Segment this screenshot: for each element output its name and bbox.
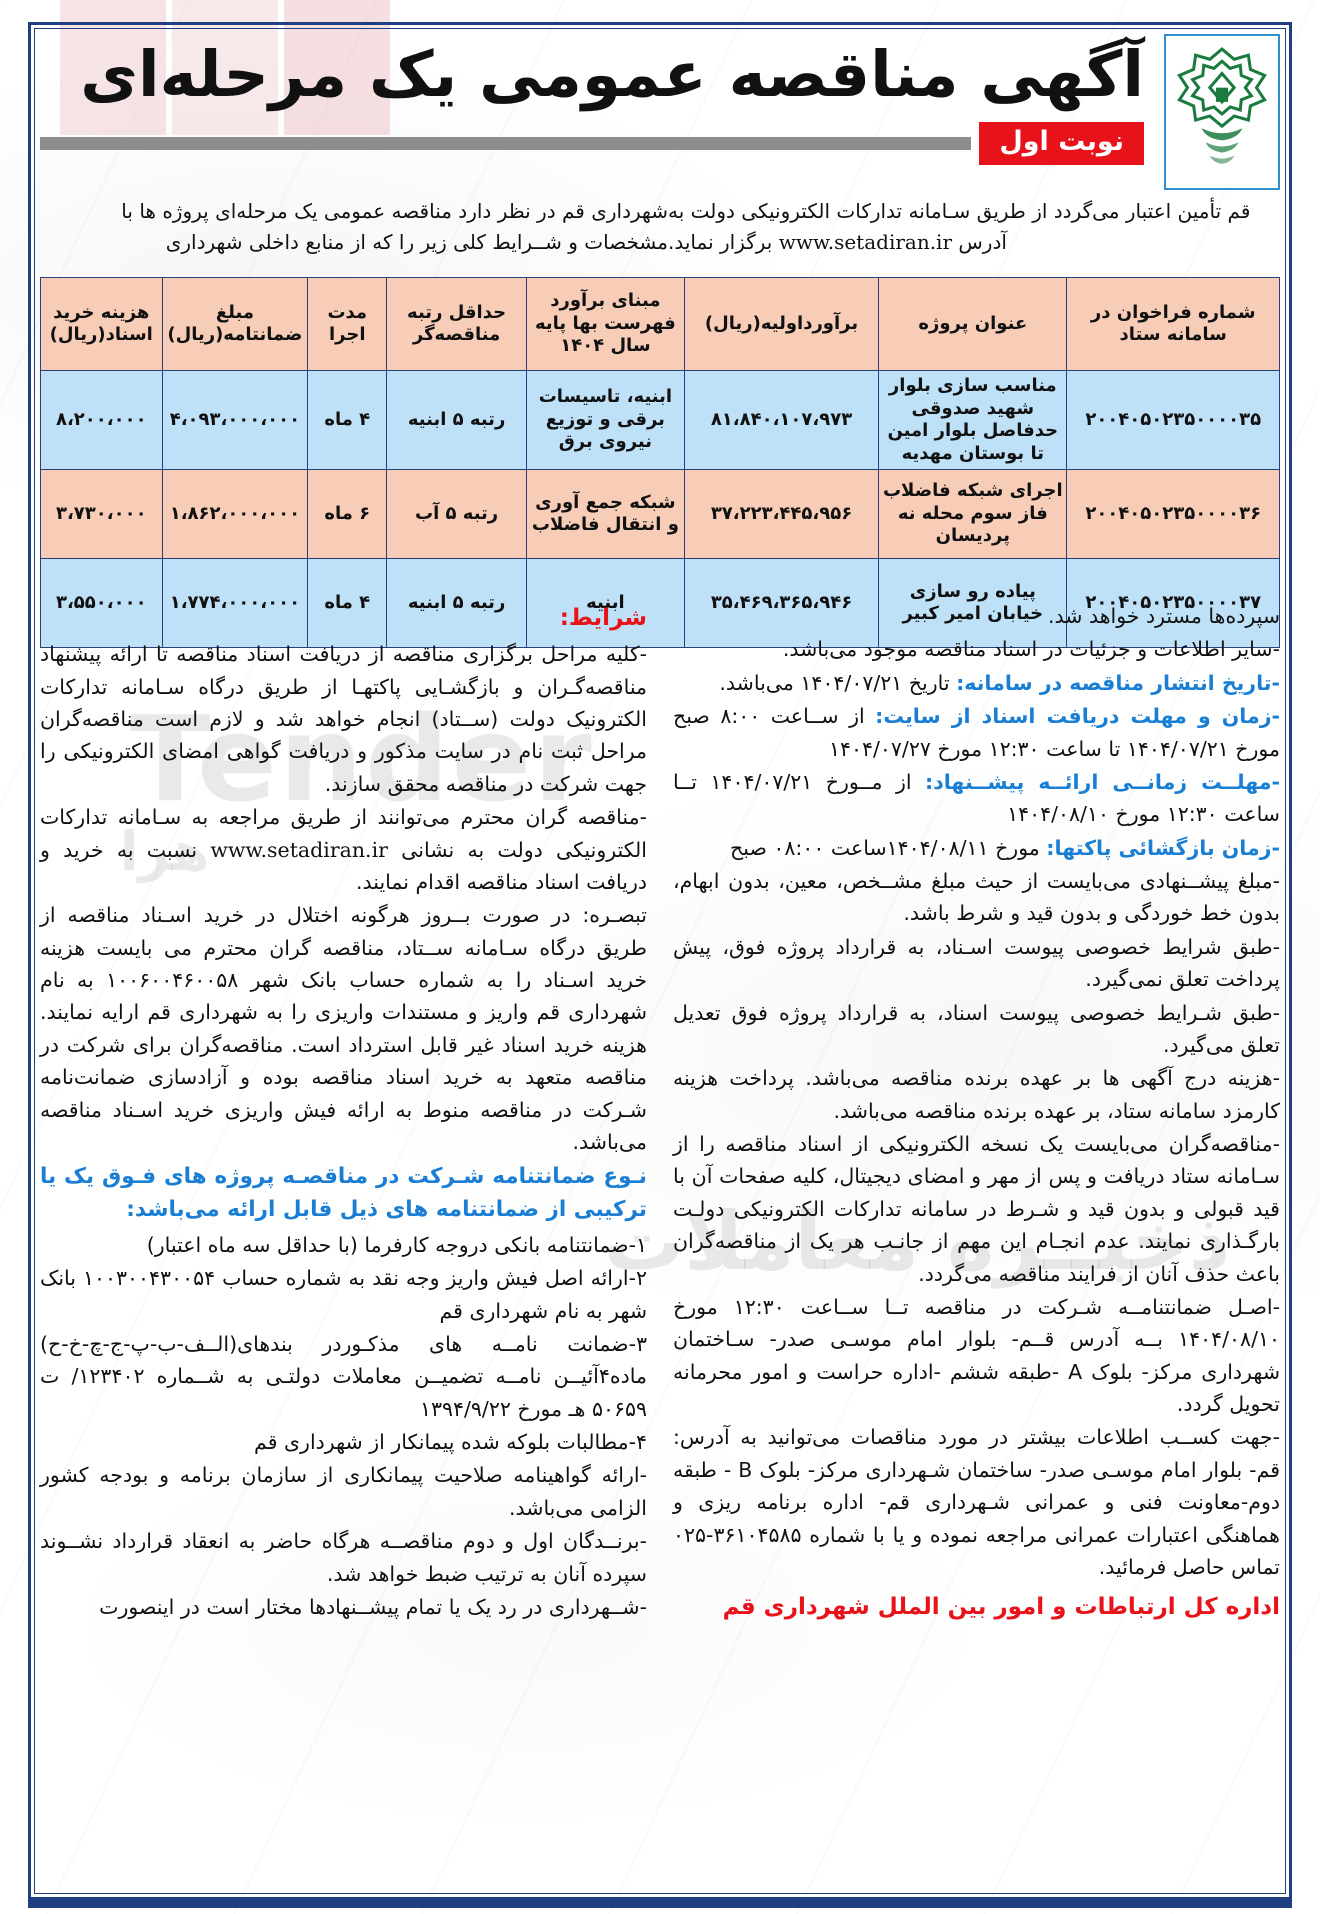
cell-guarantee: ۱،۷۷۴،۰۰۰،۰۰۰ bbox=[161, 558, 309, 648]
intro-paragraph: قم تأمین اعتبار می‌گردد از طریق سـامانه … bbox=[40, 196, 1280, 258]
left-text-column: سپرده‌ها مسترد خواهد شد. -سایر اطلاعات و… bbox=[673, 600, 1280, 1890]
signature-line: اداره کل ارتباطات و امور بین الملل شهردا… bbox=[722, 1594, 1280, 1621]
header-divider-bar bbox=[40, 136, 972, 150]
table-row: ۲۰۰۴۰۵۰۲۳۵۰۰۰۰۳۷ پیاده رو سازی خیابان ام… bbox=[40, 558, 1280, 648]
round-badge: نوبت اول bbox=[979, 122, 1144, 165]
page-title: آگهی مناقصه عمومی یک مرحله‌ای bbox=[80, 38, 1146, 111]
left-paragraph-1: -مبلغ پیشــنهادی می‌بایست از حیث مبلغ مش… bbox=[673, 869, 1280, 926]
cell-estimate: ۸۱،۸۴۰،۱۰۷،۹۷۳ bbox=[683, 370, 880, 470]
th-doc-cost: هزینه خرید اسناد(ریال) bbox=[40, 277, 163, 371]
cell-duration: ۶ ماه bbox=[307, 469, 388, 559]
guarantee-item-6: -برنــدگان اول و دوم مناقصــه هرگاه حاضر… bbox=[40, 1529, 647, 1586]
setad-url-conditions: www.setadiran.ir bbox=[210, 837, 388, 862]
body-columns: سپرده‌ها مسترد خواهد شد. -سایر اطلاعات و… bbox=[40, 600, 1280, 1890]
left-continuation-2: -سایر اطلاعات و جزئیات در اسناد مناقصه م… bbox=[782, 637, 1280, 662]
intro-left-part1: قم تأمین اعتبار می‌گردد از طریق سـامانه … bbox=[668, 199, 1251, 254]
table-header-row: شماره فراخوان در سامانه ستاد عنوان پروژه… bbox=[40, 277, 1280, 371]
cell-duration: ۴ ماه bbox=[307, 370, 388, 470]
guarantee-item-5: -ارائه گواهینامه صلاحیت پیمانکاری از ساز… bbox=[40, 1463, 647, 1520]
document-header: آگهی مناقصه عمومی یک مرحله‌ای نوبت اول bbox=[40, 34, 1280, 194]
conditions-paragraph-1: -کلیه مراحل برگزاری مناقصه از دریافت اسن… bbox=[40, 642, 647, 796]
offer-window-line: -مهلــت زمانــی ارائــه پیشــنهاد: از مـ… bbox=[673, 766, 1280, 831]
th-call-number: شماره فراخوان در سامانه ستاد bbox=[1066, 277, 1280, 371]
left-paragraph-3: -طبق شـرایط خصوصی پیوست اسناد، به قراردا… bbox=[673, 1000, 1280, 1057]
download-window-label: -زمان و مهلت دریافت اسناد از سایت: bbox=[875, 704, 1281, 729]
cell-min-rank: رتبه ۵ ابنیه bbox=[386, 558, 527, 648]
guarantee-item-4: ۴-مطالبات بلوکه شده پیمانکار از شهرداری … bbox=[254, 1430, 647, 1455]
cell-basis: شبکه جمع آوری و انتقال فاضلاب bbox=[525, 469, 685, 559]
conditions-heading: شرایط: bbox=[559, 605, 647, 631]
cell-basis: ابنیه bbox=[525, 558, 685, 648]
offer-window-label: -مهلــت زمانــی ارائــه پیشــنهاد: bbox=[925, 769, 1280, 794]
conditions-p2-part1: -مناقصه گران محترم می‌توانند از طریق مرا… bbox=[40, 805, 647, 862]
cell-min-rank: رتبه ۵ آب bbox=[386, 469, 527, 559]
cell-call-number: ۲۰۰۴۰۵۰۲۳۵۰۰۰۰۳۵ bbox=[1066, 370, 1280, 470]
opening-time-line: -زمان بازگشائی پاکتها: مورخ ۱۴۰۴/۰۸/۱۱سا… bbox=[673, 832, 1280, 864]
offer-window-value: از مــورخ ۱۴۰۴/۰۷/۲۱ تــا ساعت ۱۲:۳۰ مور… bbox=[673, 769, 1280, 827]
cell-estimate: ۳۷،۲۲۳،۴۴۵،۹۵۶ bbox=[683, 469, 880, 559]
cell-call-number: ۲۰۰۴۰۵۰۲۳۵۰۰۰۰۳۷ bbox=[1066, 558, 1280, 648]
table-row: ۲۰۰۴۰۵۰۲۳۵۰۰۰۰۳۶ اجرای شبکه فاضلاب فاز س… bbox=[40, 469, 1280, 559]
qom-municipality-logo bbox=[1164, 34, 1280, 190]
cell-estimate: ۳۵،۴۶۹،۳۶۵،۹۴۶ bbox=[683, 558, 880, 648]
intro-left-part2: برگزار نماید. bbox=[668, 230, 779, 254]
guarantee-item-1: ۱-ضمانتنامه بانکی دروجه کارفرما (با حداق… bbox=[146, 1232, 647, 1257]
left-paragraph-4: -هزینه درج آگهی ها بر عهده برنده مناقصه … bbox=[673, 1066, 1280, 1123]
th-basis: مبنای برآورد فهرست بها پایه سال ۱۴۰۴ bbox=[525, 277, 685, 371]
page-inner-border bbox=[34, 28, 1286, 1894]
download-window-line: -زمان و مهلت دریافت اسناد از سایت: از سـ… bbox=[673, 700, 1280, 765]
opening-time-value: مورخ ۱۴۰۴/۰۸/۱۱ساعت ۰۸:۰۰ صبح bbox=[730, 835, 1047, 860]
cell-call-number: ۲۰۰۴۰۵۰۲۳۵۰۰۰۰۳۶ bbox=[1066, 469, 1280, 559]
page-border bbox=[28, 22, 1292, 1900]
conditions-p2-part2: نسبت به خرید و دریافت اسناد مناقصه اقدام… bbox=[40, 837, 647, 894]
cell-duration: ۴ ماه bbox=[307, 558, 388, 648]
table-row: ۲۰۰۴۰۵۰۲۳۵۰۰۰۰۳۵ مناسب سازی بلوار شهید ص… bbox=[40, 370, 1280, 470]
left-paragraph-5: -مناقصه‌گران می‌بایست یک نسخه الکترونیکی… bbox=[673, 1132, 1280, 1286]
left-continuation-1: سپرده‌ها مسترد خواهد شد. bbox=[1047, 604, 1280, 628]
left-paragraph-7: -جهت کســب اطلاعات بیشتر در مورد مناقصات… bbox=[673, 1425, 1281, 1579]
cell-project-title: اجرای شبکه فاضلاب فاز سوم محله نه پردیسا… bbox=[878, 469, 1068, 559]
left-paragraph-6: -اصـل ضمانتنامــه شـرکت در مناقصه تــا س… bbox=[673, 1294, 1280, 1416]
bottom-accent-bar bbox=[28, 1899, 1292, 1908]
publish-date-value: تاریخ ۱۴۰۴/۰۷/۲۱ می‌باشد. bbox=[719, 670, 957, 695]
cell-project-title: پیاده رو سازی خیابان امیر کبیر bbox=[878, 558, 1068, 648]
th-estimate: برآورداولیه(ریال) bbox=[683, 277, 880, 371]
cell-min-rank: رتبه ۵ ابنیه bbox=[386, 370, 527, 470]
opening-time-label: -زمان بازگشائی پاکتها: bbox=[1046, 835, 1280, 860]
th-min-rank: حداقل رتبه مناقصه‌گر bbox=[386, 277, 527, 371]
conditions-paragraph-2: -مناقصه گران محترم می‌توانند از طریق مرا… bbox=[40, 801, 647, 898]
left-paragraph-2: -طبق شرایط خصوصی پیوست اسـناد، به قراردا… bbox=[673, 934, 1280, 992]
cell-guarantee: ۱،۸۶۲،۰۰۰،۰۰۰ bbox=[161, 469, 309, 559]
th-duration: مدت اجرا bbox=[307, 277, 388, 371]
tender-table-wrapper: شماره فراخوان در سامانه ستاد عنوان پروژه… bbox=[40, 277, 1280, 648]
publish-date-line: -تاریخ انتشار مناقصه در سامانه: تاریخ ۱۴… bbox=[673, 667, 1280, 699]
tender-table: شماره فراخوان در سامانه ستاد عنوان پروژه… bbox=[40, 277, 1280, 648]
cell-doc-cost: ۳،۵۵۰،۰۰۰ bbox=[40, 558, 163, 648]
guarantee-types-heading: نـوع ضمانتنامه شـرکت در مناقصـه پروژه ها… bbox=[40, 1164, 647, 1222]
th-guarantee: مبلغ ضمانتامه(ریال) bbox=[161, 277, 309, 371]
intro-left: قم تأمین اعتبار می‌گردد از طریق سـامانه … bbox=[668, 196, 1280, 258]
guarantee-item-7: -شــهرداری در رد یک یا تمام پیشــنهادها … bbox=[99, 1594, 647, 1619]
setad-url-intro: www.setadiran.ir bbox=[778, 230, 953, 254]
cell-basis: ابنیه، تاسیسات برقی و توزیع نیروی برق bbox=[525, 370, 685, 470]
publish-date-label: -تاریخ انتشار مناقصه در سامانه: bbox=[956, 670, 1280, 695]
intro-right: شهرداری قم در نظر دارد مناقصه عمومی یک م… bbox=[121, 199, 668, 254]
guarantee-item-3: ۳-ضمانت نامــه های مذکـوردر بندهای(الــف… bbox=[40, 1331, 647, 1421]
cell-doc-cost: ۸،۲۰۰،۰۰۰ bbox=[40, 370, 163, 470]
conditions-note-tabsareh: تبصـره: در صورت بــروز هرگونه اختلال در … bbox=[40, 903, 647, 1154]
cell-guarantee: ۴،۰۹۳،۰۰۰،۰۰۰ bbox=[161, 370, 309, 470]
conditions-column: شرایط: -کلیه مراحل برگزاری مناقصه از دری… bbox=[40, 600, 647, 1890]
th-project-title: عنوان پروژه bbox=[878, 277, 1068, 371]
cell-project-title: مناسب سازی بلوار شهید صدوقی حدفاصل بلوار… bbox=[878, 370, 1068, 470]
cell-doc-cost: ۳،۷۳۰،۰۰۰ bbox=[40, 469, 163, 559]
guarantee-item-2: ۲-ارائه اصل فیش واریز وجه نقد به شماره ح… bbox=[40, 1266, 647, 1323]
download-window-value: از ســاعت ۸:۰۰ صبح مورخ ۱۴۰۴/۰۷/۲۱ تا سا… bbox=[673, 704, 1280, 761]
